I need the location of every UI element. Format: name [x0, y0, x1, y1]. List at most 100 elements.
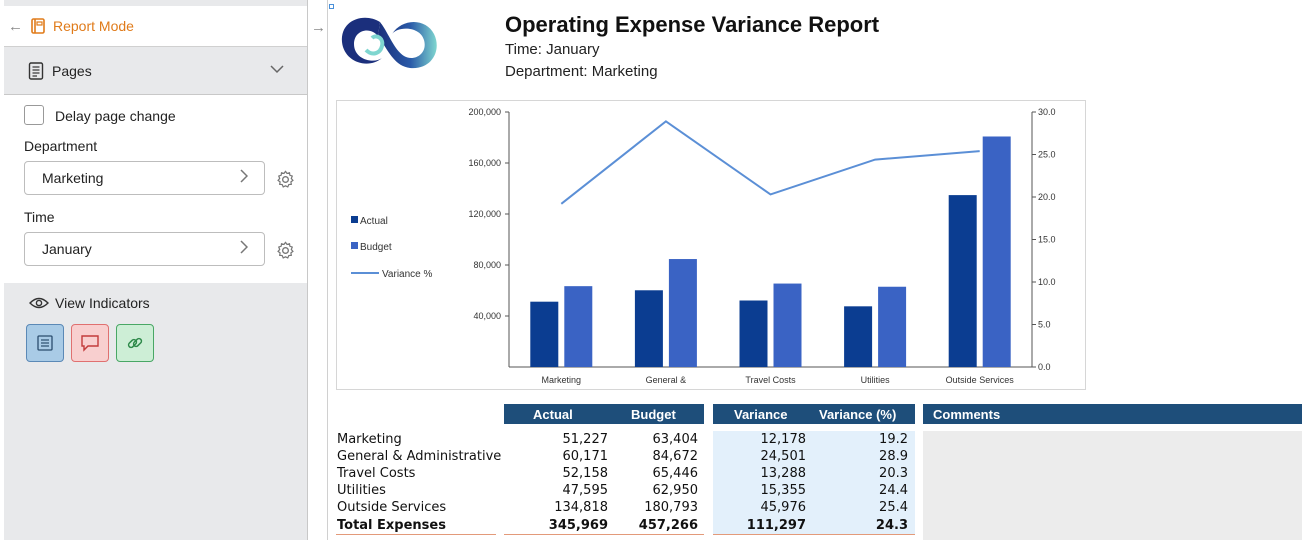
cell-budget: 65,446 [652, 466, 699, 481]
x-category-label: Marketing [542, 375, 582, 385]
delay-page-change-checkbox[interactable] [24, 105, 44, 125]
cell-variance-pct: 24.4 [879, 483, 908, 498]
cell-actual: 52,158 [562, 466, 609, 481]
cell-label: Marketing [337, 432, 402, 447]
bar-actual [530, 301, 559, 367]
cell-variance-pct: 25.4 [879, 500, 908, 515]
cell-label: Outside Services [337, 500, 447, 515]
cell-budget: 457,266 [638, 518, 698, 533]
cell-budget: 62,950 [652, 483, 699, 498]
cell-variance-pct: 20.3 [879, 466, 908, 481]
y-right-tick-label: 15.0 [1038, 235, 1056, 245]
legend-label-budget: Budget [360, 242, 392, 253]
back-arrow-icon[interactable]: ← [8, 17, 23, 35]
cell-variance: 15,355 [760, 483, 807, 498]
chart-canvas: 40,000 80,000 120,000 160,000 200,000 0.0 5.0 1… [351, 107, 1056, 385]
y-left-tick-label: 160,000 [468, 158, 501, 168]
cell-variance-pct: 24.3 [875, 518, 908, 533]
report-mode-label: Report Mode [53, 18, 134, 34]
cell-budget: 63,404 [652, 432, 699, 447]
company-logo [336, 10, 446, 81]
cell-label: Total Expenses [337, 518, 446, 533]
cell-actual: 134,818 [554, 500, 608, 515]
bar-budget [982, 136, 1011, 367]
variance-pct-line [560, 120, 980, 205]
x-category-label: Travel Costs [745, 375, 796, 385]
time-settings-gear-icon[interactable] [276, 241, 295, 265]
bar-actual [634, 290, 663, 367]
links-indicator-button[interactable] [116, 324, 154, 362]
total-underline-variance [713, 534, 915, 535]
view-indicators-label: View Indicators [55, 295, 150, 311]
report-time-line: Time: January [505, 41, 600, 58]
header-comments: Comments [923, 404, 1302, 424]
cell-actual: 60,171 [562, 449, 609, 464]
sidebar: ← Report Mode Pages Delay page change De… [4, 0, 308, 540]
header-variance-pct-label: Variance (%) [819, 406, 897, 422]
cell-label: General & Administrative [337, 449, 502, 464]
cell-actual: 345,969 [548, 518, 608, 533]
time-select[interactable]: January [24, 232, 265, 266]
notes-indicator-button[interactable] [26, 324, 64, 362]
cell-variance: 111,297 [746, 518, 806, 533]
cell-budget: 180,793 [644, 500, 698, 515]
bar-actual [948, 195, 977, 367]
eye-icon [29, 296, 49, 310]
pages-toggle[interactable]: Pages [4, 48, 307, 95]
cell-variance: 13,288 [760, 466, 807, 481]
bar-budget [878, 286, 907, 367]
legend-swatch-actual [351, 216, 358, 223]
department-value: Marketing [42, 170, 104, 186]
department-select[interactable]: Marketing [24, 161, 265, 195]
selection-handle [329, 4, 334, 9]
report-mode-row[interactable]: ← Report Mode [4, 6, 307, 47]
comments-area[interactable] [923, 431, 1302, 540]
y-right-tick-label: 25.0 [1038, 150, 1056, 160]
chevron-right-icon [239, 239, 249, 259]
chevron-down-icon[interactable] [270, 64, 284, 74]
content-divider [327, 0, 328, 540]
y-right-tick-label: 0.0 [1038, 362, 1051, 372]
y-left-tick-label: 40,000 [473, 311, 501, 321]
y-right-tick-label: 10.0 [1038, 277, 1056, 287]
x-category-label: General & [646, 375, 687, 385]
bar-budget [773, 283, 802, 367]
bar-actual [844, 306, 873, 367]
y-right-tick-label: 30.0 [1038, 107, 1056, 117]
bar-budget [668, 259, 697, 367]
y-right-tick-label: 5.0 [1038, 320, 1051, 330]
x-category-label: Outside Services [946, 375, 1015, 385]
y-right-tick-label: 20.0 [1038, 192, 1056, 202]
report-department-line: Department: Marketing [505, 63, 658, 80]
comments-indicator-button[interactable] [71, 324, 109, 362]
department-label: Department [24, 138, 98, 154]
total-underline-left [336, 534, 496, 535]
comment-icon [81, 335, 99, 352]
header-comments-label: Comments [933, 406, 1001, 422]
link-icon [127, 337, 143, 349]
header-budget-label: Budget [631, 406, 676, 422]
department-settings-gear-icon[interactable] [276, 170, 295, 194]
header-actual: Actual Budget [504, 404, 704, 424]
y-left-tick-label: 200,000 [468, 107, 501, 117]
y-left-tick-label: 120,000 [468, 209, 501, 219]
x-category-label: Utilities [861, 375, 891, 385]
filter-panel: Delay page change Department Marketing T… [4, 95, 307, 283]
time-value: January [42, 241, 92, 257]
chevron-right-icon [239, 168, 249, 188]
cell-variance: 24,501 [760, 449, 807, 464]
total-underline-actual [504, 534, 704, 535]
y-left-tick-label: 80,000 [473, 260, 501, 270]
cell-actual: 47,595 [562, 483, 609, 498]
time-label: Time [24, 209, 55, 225]
report-title: Operating Expense Variance Report [505, 12, 880, 37]
pages-icon [28, 62, 44, 80]
delay-page-change-label: Delay page change [55, 108, 176, 124]
cell-variance-pct: 28.9 [879, 449, 908, 464]
header-variance-label: Variance [734, 406, 788, 422]
cell-variance: 45,976 [760, 500, 807, 515]
cell-label: Utilities [337, 483, 386, 498]
forward-arrow-icon[interactable]: → [311, 19, 326, 36]
document-lines-icon [37, 335, 53, 351]
cell-actual: 51,227 [562, 432, 609, 447]
